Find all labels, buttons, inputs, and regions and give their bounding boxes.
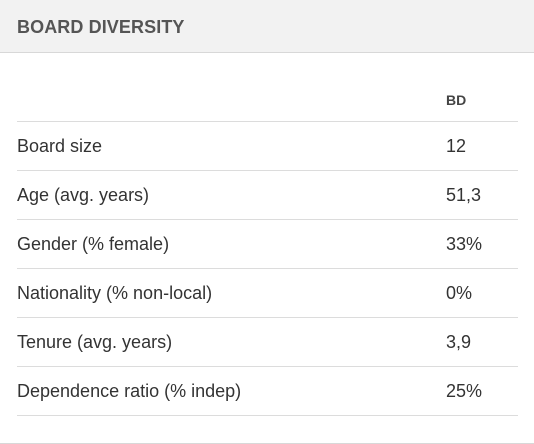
row-value: 0% xyxy=(446,282,473,303)
row-value: 51,3 xyxy=(446,184,482,205)
table-row-gender: Gender (% female) 33% xyxy=(17,220,518,269)
row-label: Gender (% female) xyxy=(17,233,170,254)
row-label: Dependence ratio (% indep) xyxy=(17,380,242,401)
row-label: Board size xyxy=(17,135,103,156)
column-header-bd: BD xyxy=(446,91,467,108)
row-value: 3,9 xyxy=(446,331,472,352)
board-diversity-table: BD Board size 12 Age (avg. years) 51,3 G… xyxy=(17,72,518,416)
row-value: 12 xyxy=(446,135,467,156)
panel-title: BOARD DIVERSITY xyxy=(17,17,185,37)
table-row-nationality: Nationality (% non-local) 0% xyxy=(17,269,518,318)
row-label: Age (avg. years) xyxy=(17,184,150,205)
panel-header: BOARD DIVERSITY xyxy=(0,0,534,53)
table-row-dependence-ratio: Dependence ratio (% indep) 25% xyxy=(17,367,518,416)
table-row-age: Age (avg. years) 51,3 xyxy=(17,171,518,220)
table-header-row: BD xyxy=(17,72,518,122)
table-row-board-size: Board size 12 xyxy=(17,122,518,171)
table-row-tenure: Tenure (avg. years) 3,9 xyxy=(17,318,518,367)
row-value: 33% xyxy=(446,233,483,254)
row-label: Nationality (% non-local) xyxy=(17,282,213,303)
row-value: 25% xyxy=(446,380,483,401)
row-label: Tenure (avg. years) xyxy=(17,331,173,352)
